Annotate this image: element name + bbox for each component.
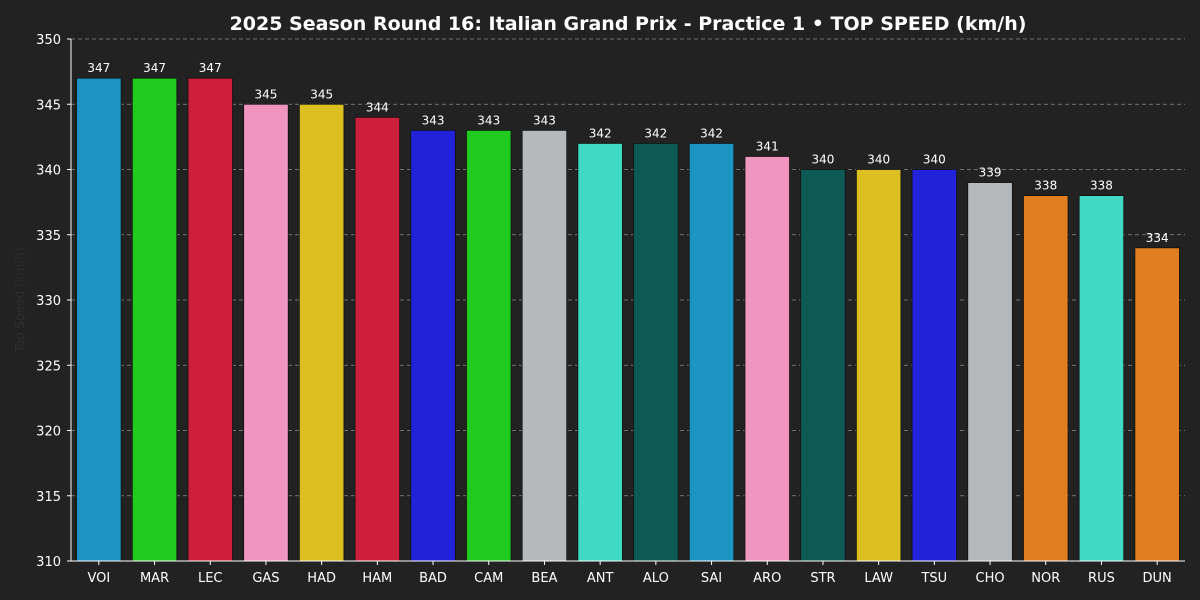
value-label-ham: 344 bbox=[366, 100, 389, 114]
bar-nor bbox=[1023, 195, 1069, 562]
bar-tsu bbox=[911, 169, 958, 562]
value-label-nor: 338 bbox=[1034, 179, 1057, 193]
y-tick-label: 315 bbox=[36, 490, 61, 505]
bar-gas bbox=[243, 103, 289, 562]
bar-rus bbox=[1078, 195, 1125, 562]
bar-ham bbox=[354, 116, 401, 562]
bar-aro bbox=[744, 156, 790, 562]
x-tick-label-had: HAD bbox=[307, 571, 336, 586]
y-tick-labels-group: 310 315 320 325 330 335 340 345 350 bbox=[36, 33, 61, 570]
bar-str bbox=[800, 169, 846, 562]
value-label-law: 340 bbox=[867, 153, 890, 167]
x-tick-label-tsu: TSU bbox=[920, 571, 947, 586]
x-tick-label-alo: ALO bbox=[643, 571, 669, 586]
y-tick-label: 320 bbox=[36, 425, 61, 440]
axes-group bbox=[67, 38, 1185, 565]
x-tick-label-bad: BAD bbox=[419, 571, 447, 586]
bar-cam bbox=[466, 129, 512, 562]
x-tick-label-sai: SAI bbox=[701, 571, 722, 586]
bar-cho bbox=[967, 182, 1013, 562]
bar-voi bbox=[76, 77, 122, 562]
value-label-cho: 339 bbox=[979, 166, 1002, 180]
value-label-gas: 345 bbox=[254, 87, 277, 101]
value-label-cam: 343 bbox=[477, 113, 500, 127]
value-label-ant: 342 bbox=[589, 126, 612, 140]
x-tick-label-bea: BEA bbox=[531, 571, 557, 586]
bar-bad bbox=[410, 129, 456, 562]
x-tick-label-lec: LEC bbox=[198, 571, 223, 586]
y-axis-label: Top Speed (km/h) bbox=[13, 247, 27, 353]
bars-group bbox=[76, 77, 1180, 562]
x-tick-label-gas: GAS bbox=[252, 571, 279, 586]
bar-sai bbox=[688, 142, 735, 562]
value-label-voi: 347 bbox=[87, 61, 110, 75]
bar-ant bbox=[577, 142, 623, 562]
y-tick-label: 350 bbox=[36, 33, 61, 48]
x-tick-label-str: STR bbox=[810, 571, 835, 586]
bar-alo bbox=[633, 142, 679, 562]
x-tick-label-cho: CHO bbox=[976, 571, 1005, 586]
x-tick-label-ant: ANT bbox=[587, 571, 614, 586]
x-tick-label-rus: RUS bbox=[1088, 571, 1115, 586]
value-label-tsu: 340 bbox=[923, 153, 946, 167]
value-label-rus: 338 bbox=[1090, 179, 1113, 193]
y-tick-label: 345 bbox=[36, 98, 61, 113]
value-label-dun: 334 bbox=[1146, 231, 1169, 245]
x-tick-label-law: LAW bbox=[864, 571, 893, 586]
grid-lines bbox=[71, 38, 1185, 497]
bar-lec bbox=[187, 77, 233, 562]
value-labels-group: 347 347 347 345 345 344 343 343 343 342 342 342 341 3… bbox=[87, 61, 1168, 245]
x-tick-labels-group: VOI MAR LEC GAS HAD HAM BAD CAM BEA ANT ALO SAI ARO S… bbox=[87, 571, 1171, 586]
bar-dun bbox=[1134, 247, 1180, 562]
value-label-str: 340 bbox=[811, 153, 834, 167]
bar-mar bbox=[131, 77, 178, 562]
y-tick-label: 330 bbox=[36, 294, 61, 309]
bar-had bbox=[298, 103, 345, 562]
value-label-had: 345 bbox=[310, 87, 333, 101]
y-tick-label: 335 bbox=[36, 229, 61, 244]
y-tick-label: 310 bbox=[36, 555, 61, 570]
value-label-aro: 341 bbox=[756, 139, 779, 153]
x-tick-label-cam: CAM bbox=[474, 571, 503, 586]
value-label-sai: 342 bbox=[700, 126, 723, 140]
value-label-lec: 347 bbox=[199, 61, 222, 75]
bar-bea bbox=[521, 129, 568, 562]
x-tick-label-voi: VOI bbox=[87, 571, 110, 586]
value-label-alo: 342 bbox=[644, 126, 667, 140]
x-tick-label-nor: NOR bbox=[1031, 571, 1060, 586]
y-tick-label: 325 bbox=[36, 359, 61, 374]
y-tick-label: 340 bbox=[36, 164, 61, 179]
x-tick-label-dun: DUN bbox=[1143, 571, 1172, 586]
x-tick-label-ham: HAM bbox=[362, 571, 392, 586]
chart-title: 2025 Season Round 16: Italian Grand Prix… bbox=[230, 13, 1027, 35]
x-tick-label-mar: MAR bbox=[140, 571, 169, 586]
bar-law bbox=[855, 169, 902, 562]
value-label-mar: 347 bbox=[143, 61, 166, 75]
value-label-bad: 343 bbox=[422, 113, 445, 127]
value-label-bea: 343 bbox=[533, 113, 556, 127]
x-tick-label-aro: ARO bbox=[753, 571, 781, 586]
